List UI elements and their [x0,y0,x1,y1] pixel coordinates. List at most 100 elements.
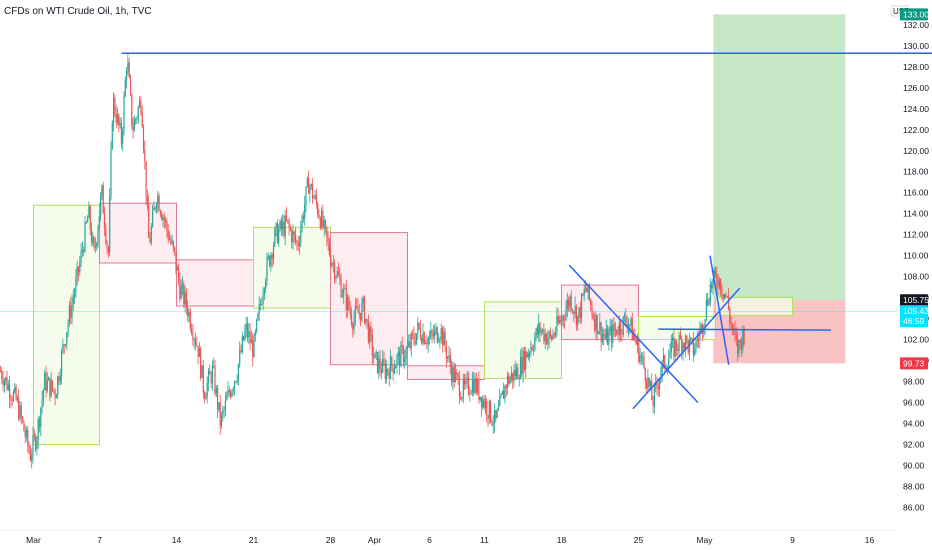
candle-body [101,185,103,197]
candle-body [145,161,147,198]
candle-body [609,326,611,332]
candle-body [57,376,59,396]
candle-body [371,334,373,356]
candle-body [36,439,38,449]
candle-body [369,326,371,342]
candle-body [568,300,570,307]
candle-body [152,210,154,227]
candle-body [430,330,432,338]
candle-body [133,120,135,132]
candle-body [495,410,497,418]
candle-body [703,327,705,334]
candle-body [261,303,263,305]
candle-body [272,245,275,259]
candle-body [158,195,160,211]
candle-body [704,319,706,328]
candle-body [198,348,200,357]
candle-body [269,256,271,266]
candle-body [254,331,256,336]
candle-body [517,367,519,380]
candle-body [605,328,607,339]
candle-body [59,375,61,382]
candle-body [144,149,146,162]
candle-body [283,221,285,236]
candle-body [386,368,388,380]
x-tick-label: 25 [634,535,644,545]
candle-body [219,402,221,426]
y-tick-label: 96.00 [903,398,925,408]
candle-body [638,339,640,362]
candle-body [373,355,375,358]
candle-body [452,366,454,383]
candle-body [170,239,172,244]
candle-body [482,398,484,408]
candle-body [578,307,580,316]
y-tick-label: 90.00 [903,460,925,470]
candle-body [712,279,714,289]
candle-body [106,242,108,248]
candle-body [314,194,316,198]
candle-body [122,130,124,144]
candle-body [669,352,671,359]
candle-body [379,358,381,370]
candle-body [61,351,63,376]
candle-body [729,308,731,322]
candle-body [400,345,402,367]
candle-body [447,356,449,359]
candle-body [201,365,203,378]
candle-body [317,203,319,215]
candle-body [214,366,216,394]
candle-body [358,313,360,315]
candle-body [500,394,502,397]
candle-body [282,221,284,229]
candle-body [232,389,234,391]
candle-body [140,100,142,112]
x-tick-label: 6 [427,535,432,545]
x-tick-label: 21 [249,535,259,545]
candle-body [118,114,120,126]
candle-body [664,355,666,369]
candle-body [62,344,64,352]
candle-body [74,292,76,298]
candle-body [405,348,407,359]
candle-body [71,302,73,318]
candle-body [353,317,355,330]
candle-body [683,342,685,350]
candle-body [620,322,622,334]
candle-body [341,295,343,297]
candle-body [588,284,590,300]
candle-body [473,380,475,393]
chart-title: CFDs on WTI Crude Oil, 1h, TVC [4,6,152,17]
candle-body [627,324,629,328]
candle-body [54,390,56,398]
candle-body [614,329,616,331]
range-box [99,202,177,264]
candle-body [644,367,646,382]
candle-body [192,333,194,341]
y-tick-label: 126.00 [903,83,929,93]
candle-body [427,338,429,345]
candle-body [731,323,733,330]
candle-body [321,211,323,228]
candle-body [53,389,55,391]
range-box [176,259,254,307]
price-tag-label: 105.43 [903,306,929,316]
candle-body [604,336,606,339]
candle-body [90,229,93,243]
candle-body [457,374,459,378]
candle-body [259,303,262,305]
candle-body [557,316,559,323]
candle-body [551,336,553,340]
candle-body [66,332,68,345]
candle-body [189,311,191,329]
candle-body [709,284,711,303]
candle-body [384,364,386,380]
candle-body [548,331,550,339]
candle-body [284,215,286,236]
candle-body [570,296,572,310]
candle-body [1,371,3,380]
candle-body [508,375,510,384]
candle-body [649,381,652,387]
x-tick-label: May [696,535,713,545]
